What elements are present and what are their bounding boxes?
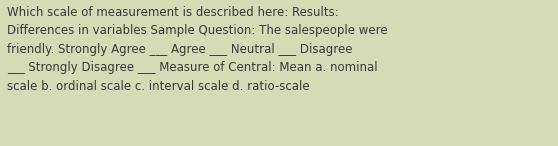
Text: Which scale of measurement is described here: Results:
Differences in variables : Which scale of measurement is described … xyxy=(7,6,388,93)
